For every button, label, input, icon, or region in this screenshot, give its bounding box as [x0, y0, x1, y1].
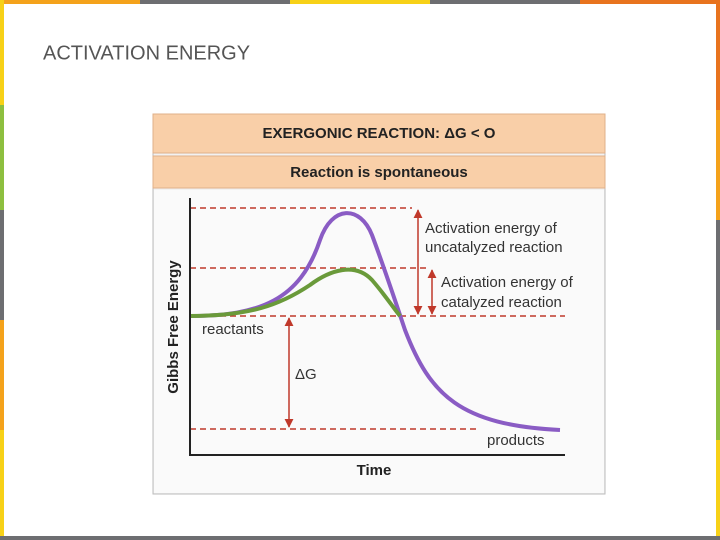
y-axis-label: Gibbs Free Energy	[165, 260, 182, 394]
stripe	[0, 430, 4, 540]
annotation: uncatalyzed reaction	[425, 239, 563, 256]
stripe	[716, 330, 720, 440]
slide-title: ACTIVATION ENERGY	[43, 42, 250, 64]
subheader: Reaction is spontaneous	[290, 164, 468, 181]
subheader-band	[152, 155, 606, 189]
stripe	[0, 105, 4, 210]
stripe	[290, 0, 430, 4]
arrows	[284, 209, 437, 428]
annotation: ΔG	[295, 366, 317, 383]
stripe	[0, 320, 4, 430]
header: EXERGONIC REACTION: ΔG < O	[263, 125, 496, 142]
annotation: reactants	[202, 321, 264, 338]
header-band	[152, 113, 606, 154]
stripe	[0, 536, 720, 540]
stripe	[0, 210, 4, 320]
annotation: Activation energy of	[425, 220, 558, 237]
stripe	[0, 0, 140, 4]
stripe	[716, 110, 720, 220]
annotation: Activation energy of	[441, 274, 574, 291]
stripe	[716, 220, 720, 330]
catalyzed-curve	[189, 267, 402, 318]
stripe	[140, 0, 290, 4]
dashed-levels	[190, 207, 565, 430]
stripe	[0, 0, 4, 105]
annotations: Activation energy of uncatalyzed reactio…	[202, 220, 574, 449]
uncatalyzed-curve	[189, 211, 561, 432]
annotation: catalyzed reaction	[441, 294, 562, 311]
annotation: products	[487, 432, 545, 449]
stripe	[580, 0, 720, 4]
stripe	[716, 440, 720, 540]
stripe	[716, 0, 720, 110]
x-axis-label: Time	[357, 462, 392, 479]
stripe	[430, 0, 580, 4]
plot-area	[154, 190, 604, 493]
